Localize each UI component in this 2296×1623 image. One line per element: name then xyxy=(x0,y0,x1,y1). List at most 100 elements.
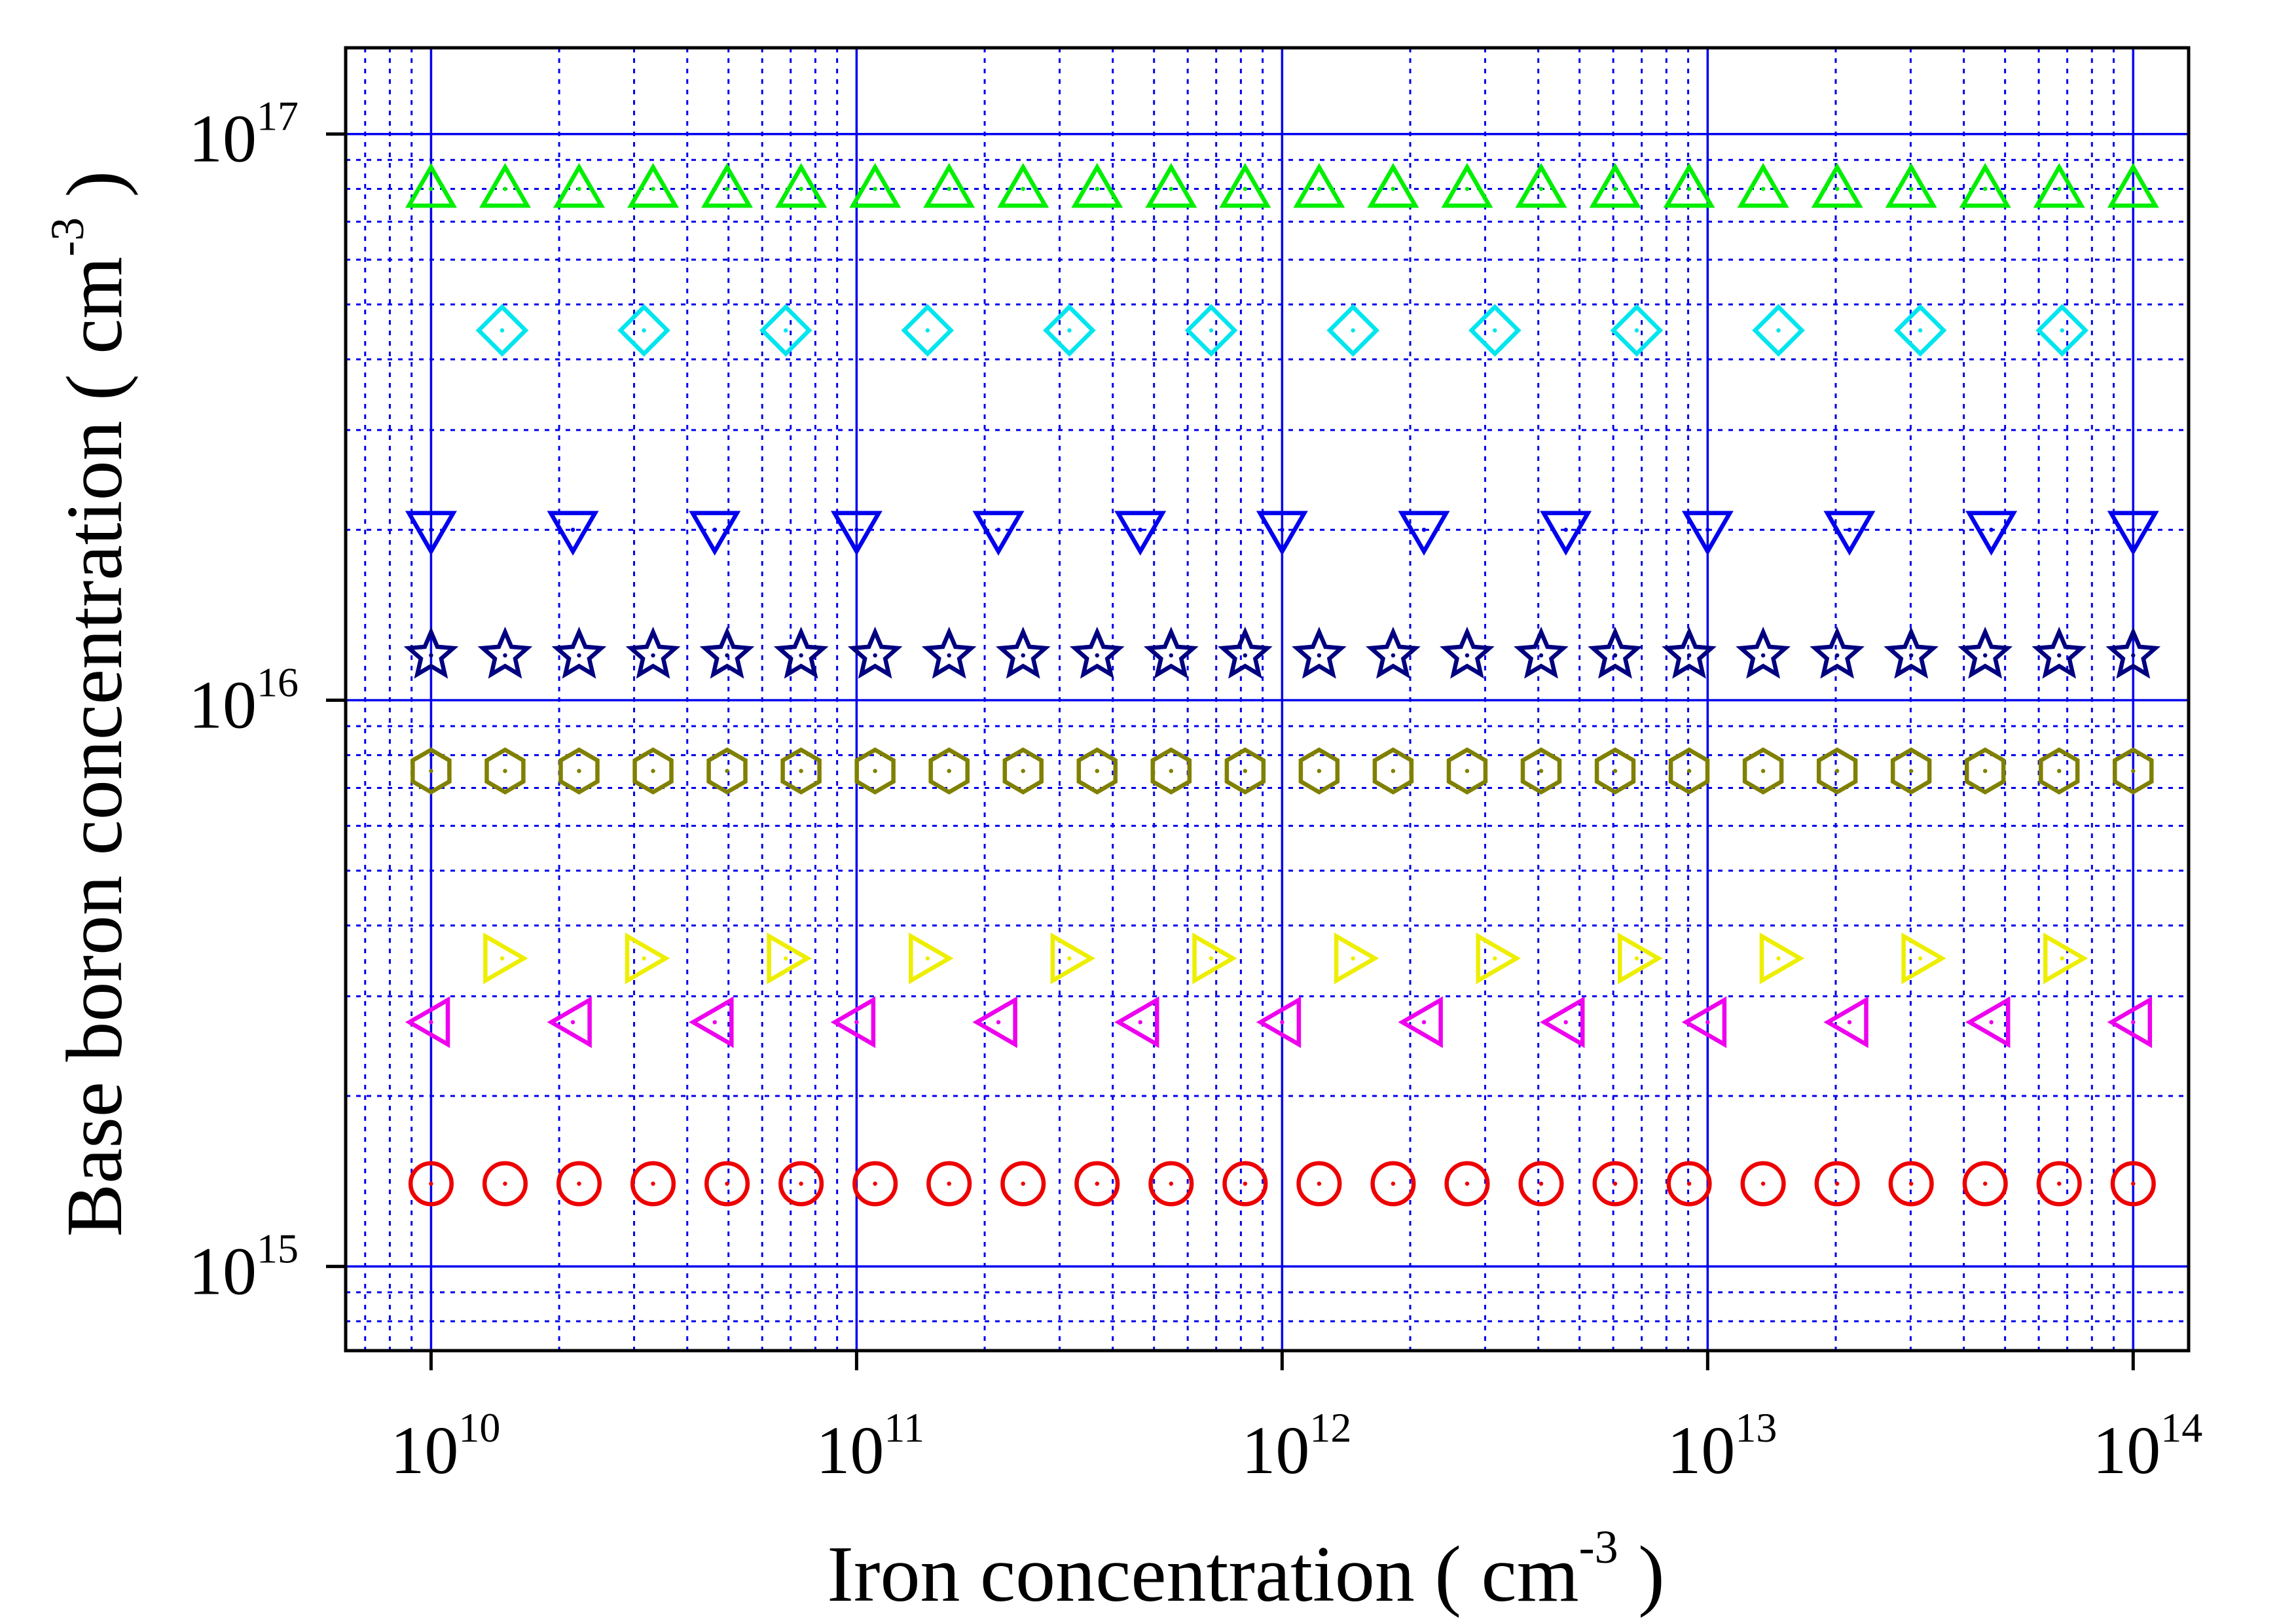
data-point-hexagon xyxy=(1298,747,1340,795)
data-point-hexagon xyxy=(1150,747,1192,795)
y-tick-label: 1015 xyxy=(189,1225,299,1309)
data-point-triangle-up xyxy=(1071,162,1123,208)
data-point-triangle-up xyxy=(405,162,457,208)
data-point-circle xyxy=(1148,1161,1194,1207)
data-point-triangle-right xyxy=(1334,932,1379,985)
marker-center-dot xyxy=(1686,1181,1692,1186)
marker-center-dot xyxy=(1243,1181,1248,1186)
data-point-triangle-right xyxy=(909,932,954,985)
data-point-triangle-down xyxy=(405,511,457,556)
marker-center-dot xyxy=(1021,769,1025,773)
data-point-triangle-up xyxy=(1959,162,2011,208)
marker-center-dot xyxy=(1908,653,1914,658)
marker-center-dot xyxy=(577,187,581,191)
data-point-triangle-left xyxy=(1965,996,2011,1048)
data-point-triangle-down xyxy=(1823,511,1876,556)
marker-center-dot xyxy=(2057,187,2062,191)
data-point-triangle-right xyxy=(1050,932,1095,985)
data-point-hexagon xyxy=(410,747,452,795)
data-point-triangle-up xyxy=(701,162,754,208)
data-point-diamond xyxy=(1893,304,1947,357)
data-point-triangle-up xyxy=(1293,162,1345,208)
marker-center-dot xyxy=(2131,653,2136,658)
marker-center-dot xyxy=(1776,328,1781,333)
marker-center-dot xyxy=(570,1020,575,1025)
marker-center-dot xyxy=(712,1020,717,1025)
data-point-circle xyxy=(482,1161,528,1207)
marker-center-dot xyxy=(1280,527,1285,532)
data-point-star xyxy=(1143,627,1199,679)
marker-center-dot xyxy=(1351,328,1355,333)
data-point-triangle-up xyxy=(1811,162,1863,208)
data-point-star xyxy=(995,627,1051,679)
marker-center-dot xyxy=(1834,769,1840,773)
marker-center-dot xyxy=(1465,769,1470,773)
marker-center-dot xyxy=(1908,187,1914,191)
marker-center-dot xyxy=(1317,187,1322,191)
marker-center-dot xyxy=(1095,769,1099,773)
data-point-star xyxy=(477,627,533,679)
marker-center-dot xyxy=(577,653,581,658)
marker-center-dot xyxy=(1686,187,1692,191)
marker-center-dot xyxy=(1421,1020,1427,1025)
data-point-triangle-up xyxy=(2107,162,2159,208)
data-point-hexagon xyxy=(1520,747,1562,795)
marker-center-dot xyxy=(1169,769,1173,773)
data-point-triangle-down xyxy=(547,511,599,556)
data-point-triangle-left xyxy=(1540,996,1585,1048)
tick-marks xyxy=(326,132,2135,1370)
data-point-star xyxy=(551,627,607,679)
marker-center-dot xyxy=(1776,956,1781,961)
data-point-circle xyxy=(1814,1161,1860,1207)
x-tick-label: 1010 xyxy=(390,1404,500,1488)
data-point-triangle-up xyxy=(1737,162,1789,208)
series-hexagon xyxy=(410,747,2154,795)
data-point-diamond xyxy=(759,304,812,357)
marker-center-dot xyxy=(2131,1020,2136,1025)
marker-center-dot xyxy=(2060,328,2064,333)
data-point-circle xyxy=(704,1161,750,1207)
marker-center-dot xyxy=(642,328,646,333)
marker-center-dot xyxy=(1563,527,1568,532)
marker-center-dot xyxy=(2131,527,2136,532)
marker-center-dot xyxy=(1317,653,1322,658)
marker-center-dot xyxy=(1465,653,1470,658)
marker-center-dot xyxy=(799,653,803,658)
series-diamond xyxy=(475,304,2088,357)
marker-center-dot xyxy=(577,769,581,773)
marker-center-dot xyxy=(1847,527,1852,532)
y-tick-label: 1017 xyxy=(189,93,299,177)
data-point-hexagon xyxy=(1446,747,1488,795)
series-circle xyxy=(408,1161,2156,1207)
data-point-star xyxy=(847,627,903,679)
marker-center-dot xyxy=(1613,653,1618,658)
marker-center-dot xyxy=(1243,653,1248,658)
marker-center-dot xyxy=(1613,1181,1618,1186)
marker-center-dot xyxy=(1493,328,1497,333)
marker-center-dot xyxy=(1834,187,1840,191)
marker-center-dot xyxy=(2057,653,2062,658)
data-point-triangle-down xyxy=(1681,511,1734,556)
marker-center-dot xyxy=(429,187,433,191)
marker-center-dot xyxy=(1760,653,1766,658)
marker-center-dot xyxy=(947,653,951,658)
data-point-circle xyxy=(1444,1161,1490,1207)
marker-center-dot xyxy=(1634,956,1639,961)
data-point-hexagon xyxy=(2113,747,2154,795)
data-point-circle xyxy=(1592,1161,1638,1207)
marker-center-dot xyxy=(1391,769,1396,773)
data-point-hexagon xyxy=(1816,747,1858,795)
series-star xyxy=(403,627,2161,679)
data-point-triangle-up xyxy=(1589,162,1641,208)
marker-center-dot xyxy=(1095,653,1099,658)
data-point-triangle-down xyxy=(689,511,741,556)
marker-center-dot xyxy=(1421,527,1427,532)
marker-center-dot xyxy=(996,527,1001,532)
marker-center-dot xyxy=(1243,187,1248,191)
data-point-triangle-left xyxy=(405,996,450,1048)
data-point-hexagon xyxy=(1224,747,1266,795)
marker-center-dot xyxy=(2131,769,2136,773)
data-point-triangle-right xyxy=(625,932,670,985)
marker-center-dot xyxy=(873,653,877,658)
